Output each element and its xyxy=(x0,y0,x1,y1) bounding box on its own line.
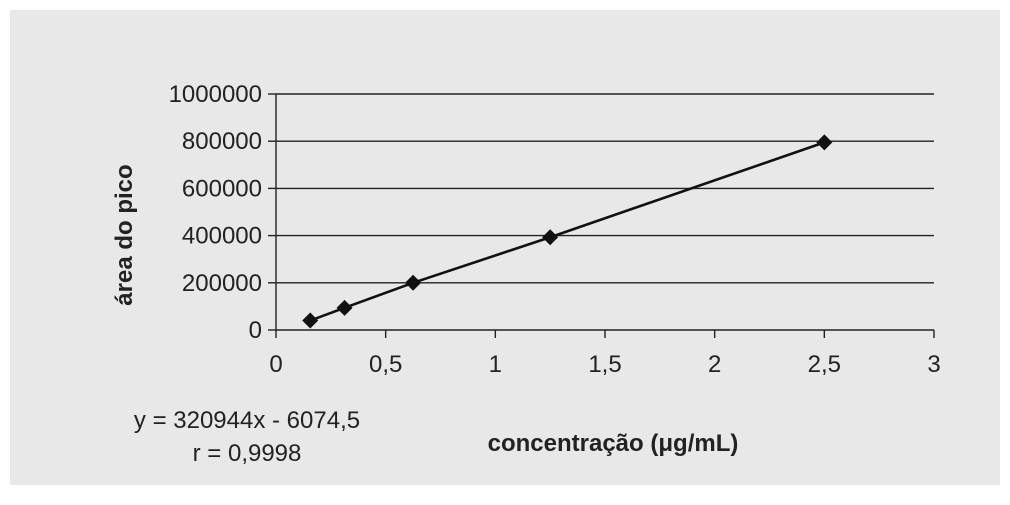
trendline-group xyxy=(309,141,825,322)
data-points xyxy=(302,134,833,329)
y-tick-label: 400000 xyxy=(182,223,262,250)
y-tick-label: 800000 xyxy=(182,128,262,155)
correlation-coefficient: r = 0,9998 xyxy=(193,440,302,467)
data-point xyxy=(336,299,353,316)
x-tick-label: 2 xyxy=(708,351,721,378)
x-tick-label: 1,5 xyxy=(588,351,621,378)
axes xyxy=(268,93,935,338)
gridlines xyxy=(276,93,934,284)
x-tick-labels: 0 0,5 1 1,5 2 2,5 3 xyxy=(269,351,940,378)
regression-equation: y = 320944x - 6074,5 xyxy=(134,407,360,434)
y-tick-label: 200000 xyxy=(182,270,262,297)
data-point xyxy=(302,312,319,329)
data-point xyxy=(405,274,422,291)
calibration-chart: 0 200000 400000 600000 800000 1000000 0 0,5 1 1,… xyxy=(111,81,941,467)
y-tick-labels: 0 200000 400000 600000 800000 1000000 xyxy=(169,81,262,344)
series-line xyxy=(309,141,825,322)
x-tick-label: 0,5 xyxy=(369,351,402,378)
x-tick-label: 2,5 xyxy=(808,351,841,378)
data-point xyxy=(816,134,833,151)
y-tick-label: 0 xyxy=(249,317,262,344)
x-tick-label: 1 xyxy=(489,351,502,378)
x-tick-label: 3 xyxy=(927,351,940,378)
chart-panel: 0 200000 400000 600000 800000 1000000 0 0,5 1 1,… xyxy=(10,10,1000,485)
y-tick-label: 600000 xyxy=(182,175,262,202)
y-axis-title: área do pico xyxy=(111,164,138,305)
x-tick-label: 0 xyxy=(269,351,282,378)
data-point xyxy=(542,229,559,246)
y-tick-label: 1000000 xyxy=(169,81,262,108)
x-axis-title: concentração (μg/mL) xyxy=(488,430,739,457)
